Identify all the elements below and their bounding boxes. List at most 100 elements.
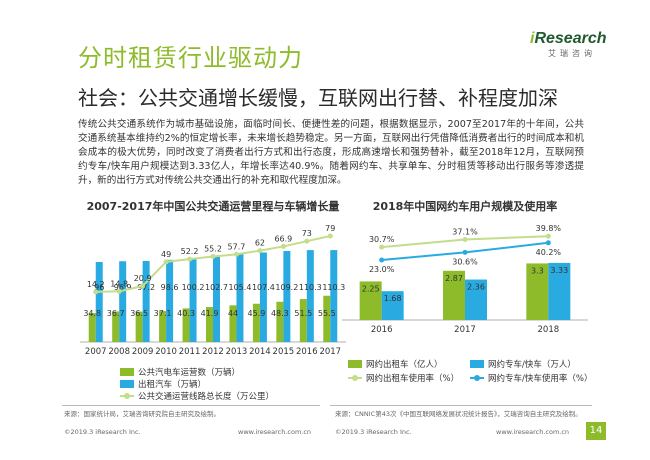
bar-online-taxi-2016 bbox=[359, 281, 382, 320]
point-route-2009 bbox=[140, 283, 146, 289]
label-bus-2007: 34.8 bbox=[83, 309, 101, 318]
label-bus-2017: 55.5 bbox=[318, 309, 336, 318]
bar-taxi-2016 bbox=[306, 250, 314, 342]
label-taxi-2014: 107.4 bbox=[252, 283, 275, 292]
logo-tagline: 艾瑞咨询 bbox=[548, 49, 596, 58]
left-footer-url: www.iresearch.com.cn bbox=[238, 428, 312, 436]
right-divider bbox=[330, 405, 592, 406]
legend-item-route-length: 公共交通运营线路总长度（万公里） bbox=[120, 390, 274, 402]
label-taxi-2012: 102.7 bbox=[205, 283, 228, 292]
label-taxi-2011: 100.2 bbox=[182, 283, 205, 292]
label-taxi-2010: 98.6 bbox=[161, 283, 179, 292]
label-online-taxi-2016: 2.25 bbox=[362, 284, 380, 293]
point-route-2016 bbox=[304, 238, 310, 244]
bar-bus-2009 bbox=[135, 311, 143, 342]
label-online-taxi-rate-2018: 39.8% bbox=[536, 224, 562, 233]
bar-bus-2015 bbox=[276, 301, 284, 342]
label-route-2008: 14.8 bbox=[110, 279, 128, 288]
bar-taxi-2012 bbox=[213, 256, 220, 342]
label-online-taxi-rate-2017: 37.1% bbox=[452, 227, 478, 236]
tick-2007: 2007 bbox=[85, 347, 107, 357]
bar-taxi-2010 bbox=[166, 259, 174, 342]
label-taxi-2017: 110.3 bbox=[322, 283, 345, 292]
label-route-2007: 14.2 bbox=[87, 280, 105, 289]
point-online-taxi-rate-2016 bbox=[379, 244, 385, 250]
label-taxi-2009: 97.2 bbox=[137, 283, 155, 292]
label-online-taxi-rate-2016: 30.7% bbox=[369, 235, 395, 244]
right-chart-legend: 网约出租车（亿人） 网约专车/快车（万人） 网约出租车使用率（%） 网约专车/快… bbox=[348, 358, 598, 388]
legend-item-online-taxi: 网约出租车（亿人） bbox=[348, 358, 443, 370]
tick-2015: 2015 bbox=[273, 347, 295, 357]
page-title: 分时租赁行业驱动力 bbox=[78, 44, 303, 72]
bar-taxi-2007 bbox=[95, 262, 103, 342]
bar-bus-2012 bbox=[206, 307, 213, 342]
label-bus-2016: 51.5 bbox=[294, 309, 312, 318]
point-route-2013 bbox=[233, 251, 239, 257]
legend-item-premium-car: 网约专车/快车（万人） bbox=[470, 358, 576, 370]
point-route-2015 bbox=[280, 243, 286, 249]
tick-2008: 2008 bbox=[108, 347, 130, 357]
bar-premium-car-2017 bbox=[465, 279, 487, 320]
point-online-taxi-rate-2017 bbox=[462, 236, 468, 242]
left-chart-legend: 公共汽电车运营数（万辆） 出租汽车（万辆） 公共交通运营线路总长度（万公里） bbox=[120, 366, 350, 406]
label-premium-car-2018: 3.33 bbox=[550, 266, 568, 275]
point-route-2012 bbox=[210, 254, 216, 260]
tick-2014: 2014 bbox=[249, 347, 271, 357]
bar-taxi-2009 bbox=[142, 261, 150, 342]
bar-bus-2008 bbox=[112, 311, 120, 342]
right-footer-url: www.iresearch.com.cn bbox=[496, 428, 570, 436]
label-route-2016: 73 bbox=[302, 229, 312, 238]
bar-taxi-2013 bbox=[236, 254, 244, 342]
label-online-taxi-2017: 2.87 bbox=[445, 274, 463, 283]
point-route-2010 bbox=[163, 259, 169, 265]
bar-online-taxi-2017 bbox=[443, 270, 465, 320]
bar-bus-2017 bbox=[323, 295, 331, 342]
bar-bus-2010 bbox=[159, 311, 167, 342]
left-chart: 34.8 96 2007 36.7 96.9 2008 36.5 97.2 2009 37.1 98… bbox=[80, 224, 346, 357]
label-bus-2011: 40.3 bbox=[177, 309, 195, 318]
bar-taxi-2014 bbox=[259, 252, 267, 342]
label-premium-car-rate-2016: 23.0% bbox=[369, 265, 395, 274]
label-premium-car-rate-2017: 30.6% bbox=[452, 257, 478, 266]
label-route-2009: 20.9 bbox=[134, 274, 152, 283]
label-bus-2008: 36.7 bbox=[107, 309, 125, 318]
point-premium-car-rate-2016 bbox=[379, 257, 385, 263]
label-route-2015: 66.9 bbox=[274, 234, 292, 243]
bar-taxi-2008 bbox=[119, 261, 127, 342]
label-taxi-2007: 96 bbox=[94, 283, 104, 292]
right-footer-copyright: ©2019.3 iResearch Inc. bbox=[335, 428, 412, 436]
label-taxi-2016: 110.3 bbox=[299, 283, 322, 292]
right-chart: 2.25 1.68 2016 2.87 2.36 2017 3.3 3.33 2018 30.7%… bbox=[342, 224, 588, 335]
legend-item-bus: 公共汽电车运营数（万辆） bbox=[120, 366, 240, 378]
intro-paragraph: 传统公共交通系统作为城市基础设施，面临时间长、便捷性差的问题，根据数据显示，20… bbox=[78, 119, 584, 186]
label-bus-2014: 45.9 bbox=[248, 309, 266, 318]
label-bus-2009: 36.5 bbox=[130, 309, 148, 318]
point-route-2007 bbox=[93, 289, 99, 295]
logo-text: iResearch bbox=[530, 30, 607, 47]
label-route-2010: 49 bbox=[161, 250, 171, 259]
legend-item-online-taxi-rate: 网约出租车使用率（%） bbox=[348, 372, 459, 384]
iresearch-logo: iResearch 艾瑞咨询 bbox=[530, 30, 607, 59]
tick-2012: 2012 bbox=[202, 347, 224, 357]
label-premium-car-rate-2018: 40.2% bbox=[536, 248, 562, 257]
label-route-2014: 62 bbox=[255, 239, 265, 248]
point-online-taxi-rate-2018 bbox=[545, 233, 551, 239]
left-source: 来源：国家统计局，艾瑞咨询研究院自主研究及绘制。 bbox=[64, 410, 220, 418]
right-chart-title: 2018年中国网约车用户规模及使用率 bbox=[372, 200, 558, 213]
label-route-2012: 55.2 bbox=[204, 245, 222, 254]
bar-bus-2013 bbox=[229, 305, 237, 342]
bar-taxi-2017 bbox=[330, 250, 338, 342]
bar-bus-2011 bbox=[182, 308, 190, 342]
label-premium-car-2016: 1.68 bbox=[384, 294, 402, 303]
left-divider bbox=[62, 405, 320, 406]
right-source: 来源：CNNIC第43次《中国互联网络发展状况统计报告》，艾瑞咨询自主研究及绘制… bbox=[335, 410, 582, 418]
left-footer-copyright: ©2019.3 iResearch Inc. bbox=[64, 428, 141, 436]
page-subtitle: 社会：公共交通增长缓慢，互联网出行替、补程度加深 bbox=[78, 86, 558, 110]
label-bus-2012: 41.9 bbox=[201, 309, 219, 318]
tick-2017: 2017 bbox=[319, 347, 341, 357]
point-route-2011 bbox=[187, 256, 193, 262]
label-route-2017: 79 bbox=[325, 224, 335, 233]
point-route-2014 bbox=[257, 248, 263, 254]
left-chart-title: 2007-2017年中国公共交通运营里程与车辆增长量 bbox=[86, 200, 340, 213]
label-taxi-2008: 96.9 bbox=[114, 283, 132, 292]
